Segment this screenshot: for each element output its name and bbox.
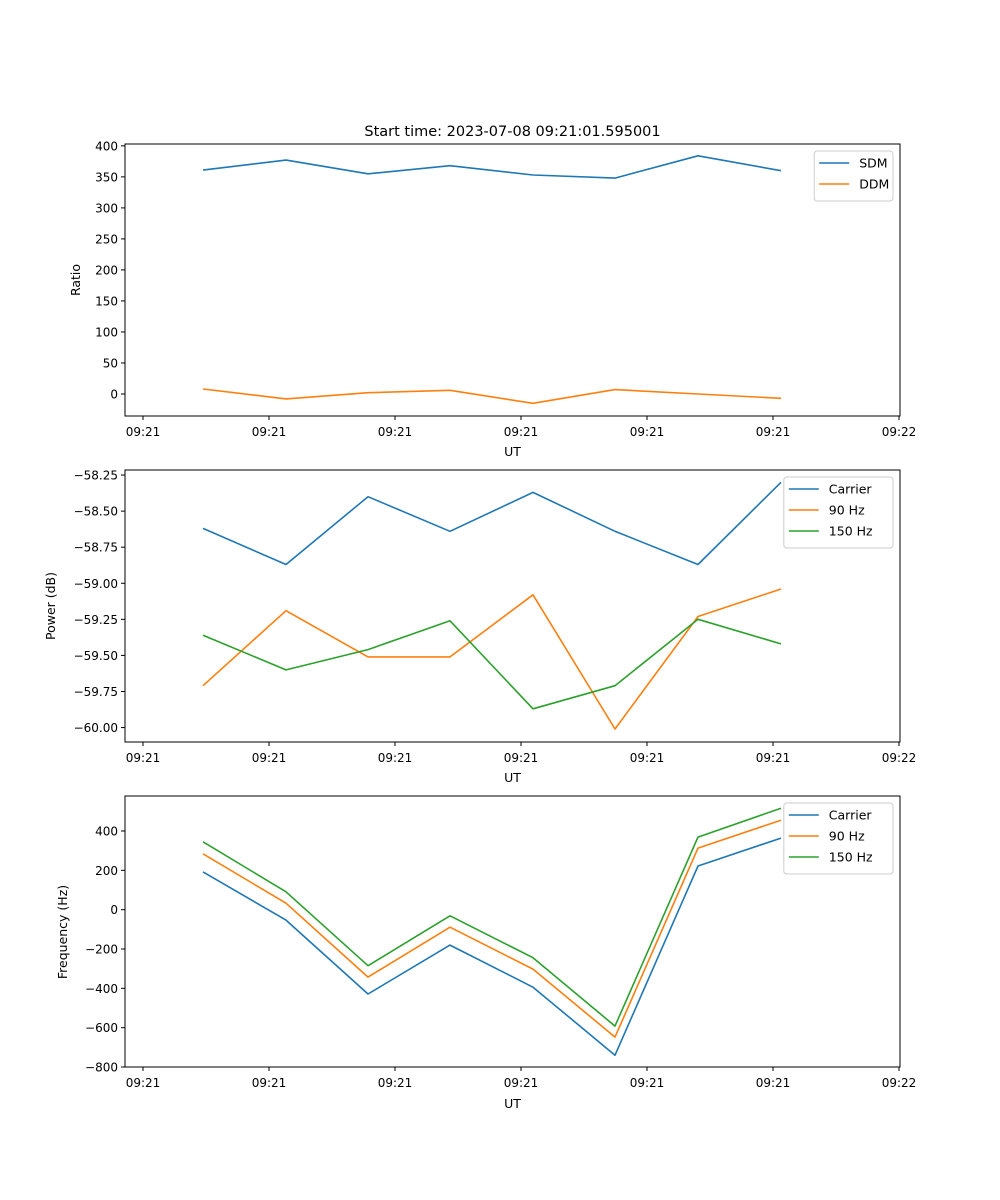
x-tick-label: 09:21	[378, 425, 413, 439]
x-axis-label: UT	[504, 770, 521, 785]
x-tick-label: 09:21	[252, 1076, 287, 1090]
series-line-90-hz	[202, 588, 782, 730]
series-line-150-hz	[202, 807, 782, 1027]
legend-label: Carrier	[829, 482, 873, 497]
series-line-sdm	[202, 155, 782, 179]
legend-label: 150 Hz	[829, 850, 873, 865]
legend: Carrier 90 Hz 150 Hz	[783, 802, 894, 875]
y-tick-label: −59.75	[74, 685, 118, 699]
y-tick-label: 100	[95, 325, 118, 339]
x-tick-label: 09:22	[882, 425, 917, 439]
plot-frame	[124, 469, 901, 743]
x-tick-label: 09:21	[126, 1076, 161, 1090]
x-tick-label: 09:21	[252, 751, 287, 765]
plot-frame	[124, 143, 901, 417]
y-axis-label: Ratio	[68, 264, 83, 296]
y-tick-label: 300	[95, 201, 118, 215]
x-tick-label: 09:21	[756, 1076, 791, 1090]
legend-label: 90 Hz	[829, 503, 865, 518]
series-line-ddm	[202, 388, 782, 405]
y-tick-label: −58.25	[74, 469, 118, 483]
series-line-150-hz	[202, 618, 782, 710]
x-tick-label: 09:21	[378, 751, 413, 765]
y-tick-label: 250	[95, 232, 118, 246]
series-line-carrier	[202, 481, 782, 566]
y-tick-label: −60.00	[74, 721, 118, 735]
y-tick-label: 0	[110, 903, 118, 917]
panel-power: Power (dB) UT 09:21 09:21 09:21 09:21 09:21 0…	[43, 469, 916, 785]
y-tick-label: 150	[95, 294, 118, 308]
x-tick-label: 09:21	[504, 1076, 539, 1090]
y-tick-label: −58.75	[74, 541, 118, 555]
legend: SDM DDM	[813, 150, 894, 202]
x-tick-label: 09:21	[756, 751, 791, 765]
y-tick-label: −59.00	[74, 577, 118, 591]
y-tick-label: −59.25	[74, 613, 118, 627]
series-line-90-hz	[202, 819, 782, 1038]
y-tick-label: −600	[85, 1021, 118, 1035]
series-line-carrier	[202, 837, 782, 1056]
x-tick-label: 09:21	[504, 425, 539, 439]
x-tick-label: 09:21	[630, 1076, 665, 1090]
y-tick-label: 400	[95, 139, 118, 153]
x-axis-label: UT	[504, 1096, 521, 1111]
x-tick-label: 09:21	[126, 751, 161, 765]
y-axis-label: Power (dB)	[43, 572, 58, 640]
x-tick-label: 09:21	[756, 425, 791, 439]
y-tick-label: −400	[85, 982, 118, 996]
y-tick-label: 200	[95, 263, 118, 277]
x-tick-label: 09:21	[252, 425, 287, 439]
y-tick-label: −59.50	[74, 649, 118, 663]
x-tick-label: 09:21	[630, 751, 665, 765]
x-axis-label: UT	[504, 444, 521, 459]
y-tick-label: 50	[103, 356, 118, 370]
x-tick-label: 09:21	[378, 1076, 413, 1090]
y-tick-label: −800	[85, 1061, 118, 1075]
panel-frequency: Frequency (Hz) UT 09:21 09:21 09:21 09:21 09…	[55, 795, 917, 1111]
x-tick-label: 09:21	[630, 425, 665, 439]
y-tick-label: 400	[95, 825, 118, 839]
y-tick-label: −58.50	[74, 505, 118, 519]
y-tick-label: 0	[110, 387, 118, 401]
legend-label: Carrier	[829, 808, 873, 823]
y-axis-label: Frequency (Hz)	[55, 885, 70, 979]
legend-label: DDM	[859, 177, 889, 192]
x-tick-label: 09:22	[882, 751, 917, 765]
x-tick-label: 09:22	[882, 1076, 917, 1090]
y-tick-label: 350	[95, 170, 118, 184]
y-tick-label: 200	[95, 864, 118, 878]
legend-label: 90 Hz	[829, 829, 865, 844]
x-tick-label: 09:21	[504, 751, 539, 765]
legend-label: SDM	[859, 156, 887, 171]
legend-label: 150 Hz	[829, 524, 873, 539]
legend: Carrier 90 Hz 150 Hz	[783, 476, 894, 549]
chart-title: Start time: 2023-07-08 09:21:01.595001	[364, 124, 660, 140]
panel-ratio: Start time: 2023-07-08 09:21:01.595001 R…	[68, 124, 916, 459]
y-tick-label: −200	[85, 943, 118, 957]
x-tick-label: 09:21	[126, 425, 161, 439]
plot-frame	[124, 795, 901, 1068]
